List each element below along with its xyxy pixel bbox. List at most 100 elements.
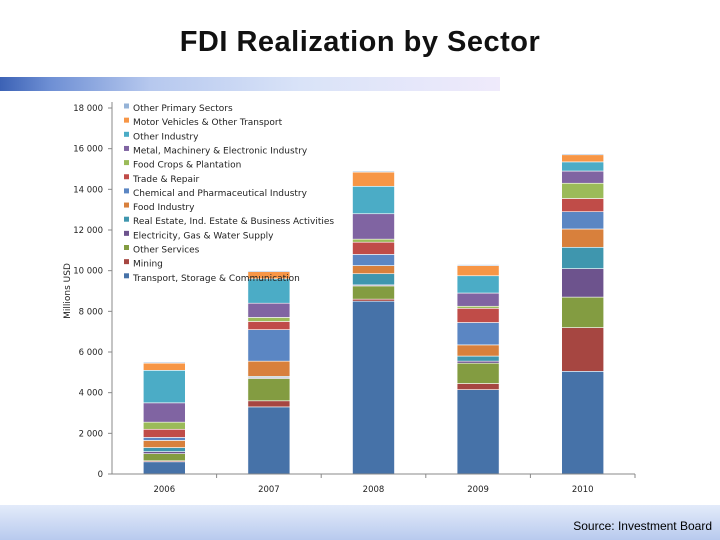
bar-other-primary-sectors-2010 — [561, 153, 605, 156]
legend-label-food-crops-plantation: Food Crops & Plantation — [133, 161, 241, 171]
legend-label-chemical-and-pharmaceutical-industry: Chemical and Pharmaceutical Industry — [133, 189, 308, 199]
bar-food-industry-2009 — [456, 344, 500, 357]
bar-transport-storage-communication-2006 — [143, 461, 186, 475]
legend-label-metal-machinery-electronic-industry: Metal, Machinery & Electronic Industry — [133, 146, 308, 156]
bar-mining-2009 — [456, 383, 500, 390]
bar-electricity-gas-water-supply-2006 — [143, 451, 186, 454]
legend-swatch-transport-storage-communication — [124, 273, 129, 279]
y-tick-label: 0 — [98, 470, 103, 480]
bar-electricity-gas-water-supply-2009 — [456, 360, 500, 364]
bar-transport-storage-communication-2007 — [247, 406, 291, 475]
legend-label-real-estate-ind-estate-business-activities: Real Estate, Ind. Estate & Business Acti… — [133, 217, 334, 227]
x-tick-label: 2010 — [572, 485, 594, 495]
legend-label-food-industry: Food Industry — [133, 203, 195, 213]
bar-food-crops-plantation-2010 — [561, 182, 605, 199]
bar-trade-repair-2007 — [247, 321, 291, 330]
bar-other-industry-2008 — [352, 185, 395, 215]
y-tick-label: 14 000 — [73, 185, 103, 195]
bar-food-industry-2007 — [247, 360, 291, 377]
bar-metal-machinery-electronic-industry-2008 — [352, 213, 395, 240]
bar-mining-2010 — [561, 327, 605, 372]
legend-label-other-services: Other Services — [133, 246, 200, 256]
y-tick-label: 8 000 — [79, 307, 103, 317]
bar-trade-repair-2008 — [352, 241, 395, 255]
bar-food-industry-2008 — [352, 265, 395, 275]
legend-swatch-food-crops-plantation — [124, 160, 129, 166]
bar-trade-repair-2010 — [561, 198, 605, 213]
bar-transport-storage-communication-2010 — [561, 371, 605, 475]
bar-metal-machinery-electronic-industry-2007 — [247, 302, 291, 318]
bar-other-industry-2009 — [456, 275, 500, 294]
bar-chemical-and-pharmaceutical-industry-2006 — [143, 437, 186, 441]
bar-other-services-2008 — [352, 285, 395, 300]
y-tick-label: 4 000 — [79, 389, 103, 399]
bar-transport-storage-communication-2009 — [456, 389, 500, 475]
legend-label-motor-vehicles-other-transport: Motor Vehicles & Other Transport — [133, 118, 283, 128]
bar-real-estate-ind-estate-business-activities-2010 — [561, 246, 605, 269]
y-tick-label: 2 000 — [79, 429, 103, 439]
bar-motor-vehicles-other-transport-2009 — [456, 265, 500, 277]
axes-layer: 0 2 000 4 000 6 000 8 000 10 000 12 000 14 000 1… — [63, 102, 636, 495]
x-tick-label: 2009 — [467, 485, 489, 495]
bar-real-estate-ind-estate-business-activities-2008 — [352, 273, 395, 286]
x-tick-label: 2006 — [153, 485, 175, 495]
bar-real-estate-ind-estate-business-activities-2009 — [456, 355, 500, 362]
bar-electricity-gas-water-supply-2010 — [561, 268, 605, 298]
y-tick-label: 18 000 — [73, 104, 103, 114]
bar-other-primary-sectors-2009 — [456, 264, 500, 266]
bar-food-crops-plantation-2006 — [143, 421, 186, 430]
legend: Other Primary Sectors Motor Vehicles & Ot… — [124, 103, 334, 284]
bar-metal-machinery-electronic-industry-2006 — [143, 402, 186, 423]
bar-real-estate-ind-estate-business-activities-2006 — [143, 447, 186, 452]
bar-mining-2008 — [352, 298, 395, 302]
y-tick-label: 6 000 — [79, 348, 103, 358]
bar-food-industry-2010 — [561, 228, 605, 248]
footer-bar — [0, 505, 720, 540]
x-tick-label: 2008 — [363, 485, 385, 495]
bar-food-industry-2006 — [143, 440, 186, 448]
bar-chemical-and-pharmaceutical-industry-2010 — [561, 211, 605, 230]
bar-trade-repair-2006 — [143, 428, 186, 438]
legend-label-transport-storage-communication: Transport, Storage & Communication — [132, 274, 300, 284]
x-tick-label: 2007 — [258, 485, 280, 495]
bar-other-primary-sectors-2008 — [352, 170, 395, 173]
bar-food-crops-plantation-2007 — [247, 317, 291, 322]
legend-swatch-food-industry — [124, 202, 129, 208]
bar-motor-vehicles-other-transport-2008 — [352, 171, 395, 187]
legend-swatch-other-services — [124, 245, 129, 250]
bar-motor-vehicles-other-transport-2010 — [561, 154, 605, 163]
legend-swatch-electricity-gas-water-supply — [124, 230, 129, 236]
bar-other-services-2007 — [247, 378, 291, 402]
bar-motor-vehicles-other-transport-2006 — [143, 362, 186, 371]
bar-food-crops-plantation-2009 — [456, 305, 500, 309]
bar-other-services-2010 — [561, 296, 605, 328]
legend-label-other-primary-sectors: Other Primary Sectors — [133, 104, 233, 114]
legend-swatch-metal-machinery-electronic-industry — [124, 145, 129, 151]
y-tick-label: 10 000 — [73, 267, 103, 277]
bar-other-primary-sectors-2007 — [247, 270, 291, 272]
legend-swatch-other-industry — [124, 131, 129, 137]
y-tick-label: 16 000 — [73, 145, 103, 155]
bar-other-services-2006 — [143, 453, 186, 462]
bar-other-industry-2010 — [561, 161, 605, 172]
bar-mining-2007 — [247, 400, 291, 408]
bar-trade-repair-2009 — [456, 307, 500, 323]
bar-transport-storage-communication-2008 — [352, 300, 395, 475]
source-note: Source: Investment Board — [573, 519, 712, 533]
bar-other-industry-2006 — [143, 369, 186, 404]
legend-swatch-other-primary-sectors — [124, 103, 129, 109]
legend-label-trade-repair: Trade & Repair — [132, 175, 199, 185]
legend-swatch-motor-vehicles-other-transport — [124, 117, 129, 123]
bar-other-services-2009 — [456, 362, 500, 384]
legend-swatch-real-estate-ind-estate-business-activities — [124, 216, 129, 222]
y-axis-title: Millions USD — [63, 263, 73, 319]
legend-label-other-industry: Other Industry — [133, 132, 199, 142]
legend-swatch-trade-repair — [124, 174, 129, 180]
bars-layer — [143, 153, 605, 475]
bar-metal-machinery-electronic-industry-2010 — [561, 170, 605, 184]
bar-metal-machinery-electronic-industry-2009 — [456, 292, 500, 307]
title-underline-bar — [0, 77, 500, 91]
bar-food-crops-plantation-2008 — [352, 238, 395, 243]
legend-swatch-mining — [124, 259, 129, 265]
